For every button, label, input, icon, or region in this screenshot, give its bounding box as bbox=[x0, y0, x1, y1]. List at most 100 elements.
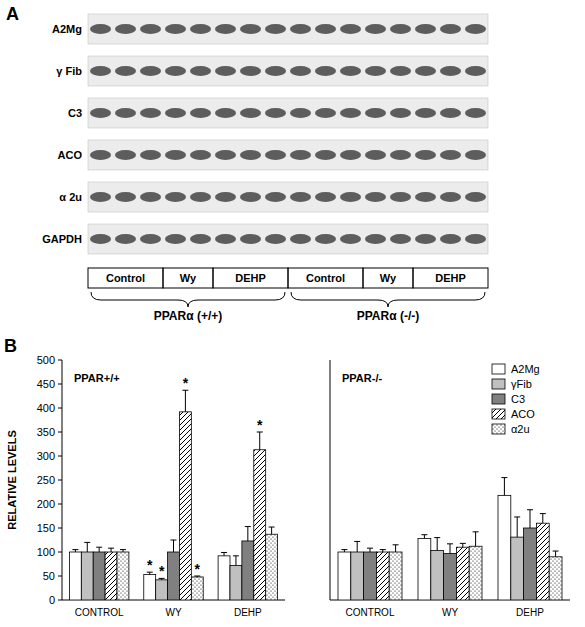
bar bbox=[230, 565, 242, 600]
blot-band bbox=[165, 108, 186, 118]
error-line bbox=[542, 514, 543, 524]
error-cap bbox=[393, 544, 399, 545]
blot-band bbox=[465, 108, 486, 118]
blot-row-label: A2Mg bbox=[52, 23, 82, 35]
y-tick-label: 50 bbox=[43, 570, 55, 582]
error-bar bbox=[460, 543, 466, 547]
chart: 050100150200250300350400450500RELATIVE L… bbox=[6, 354, 285, 618]
error-line bbox=[357, 541, 358, 552]
legend-label: α2u bbox=[511, 423, 530, 435]
error-cap bbox=[84, 542, 90, 543]
y-tick-label: 300 bbox=[37, 450, 55, 462]
blot-band bbox=[365, 192, 386, 202]
marks bbox=[338, 478, 562, 600]
blot-band bbox=[315, 234, 336, 244]
legend: A2MgγFibC3ACOα2u bbox=[492, 363, 540, 435]
blot-band bbox=[190, 150, 211, 160]
blot-band bbox=[365, 234, 386, 244]
error-bar bbox=[221, 552, 227, 555]
blot-band bbox=[315, 192, 336, 202]
bar bbox=[117, 552, 129, 600]
blot-band bbox=[265, 66, 286, 76]
blot-band bbox=[340, 108, 361, 118]
group-label: DEHP bbox=[235, 272, 266, 284]
error-cap bbox=[380, 549, 386, 550]
blot-band bbox=[140, 192, 161, 202]
blot-row-label: γ Fib bbox=[56, 65, 82, 77]
error-line bbox=[271, 527, 272, 534]
error-line bbox=[475, 532, 476, 546]
blot-band bbox=[465, 192, 486, 202]
error-bar bbox=[501, 478, 507, 496]
genotype-label: PPARα (-/-) bbox=[357, 309, 419, 323]
bar bbox=[93, 552, 105, 600]
x-tick-label: CONTROL bbox=[346, 607, 395, 618]
error-line bbox=[87, 542, 88, 552]
blot-band bbox=[115, 24, 136, 34]
blot-band bbox=[190, 108, 211, 118]
error-bar bbox=[171, 540, 177, 552]
blot-band bbox=[440, 108, 461, 118]
error-bar bbox=[233, 556, 239, 566]
group-box bbox=[363, 268, 413, 288]
error-line bbox=[555, 551, 556, 557]
error-bar bbox=[96, 547, 102, 552]
blot-band bbox=[240, 66, 261, 76]
chart-title: PPAR+/+ bbox=[74, 372, 120, 384]
blot-strip bbox=[88, 14, 488, 44]
legend-swatch bbox=[492, 394, 505, 404]
blot-band bbox=[440, 66, 461, 76]
blot-band bbox=[240, 192, 261, 202]
blot-band bbox=[290, 234, 311, 244]
blot-band bbox=[340, 24, 361, 34]
annotation: * bbox=[183, 375, 189, 391]
error-cap bbox=[367, 548, 373, 549]
x-tick-label: CONTROL bbox=[75, 607, 124, 618]
blot-band bbox=[290, 66, 311, 76]
error-line bbox=[173, 540, 174, 552]
error-bar bbox=[182, 390, 188, 412]
figure: AA2Mgγ FibC3ACOα 2uGAPDHControlWyDEHPCon… bbox=[0, 0, 585, 627]
blot-band bbox=[265, 24, 286, 34]
blot-band bbox=[465, 66, 486, 76]
blot-band bbox=[390, 234, 411, 244]
error-bar bbox=[393, 545, 399, 552]
y-tick bbox=[58, 432, 62, 433]
blot-band bbox=[415, 192, 436, 202]
y-axis bbox=[330, 360, 331, 600]
x-tick-label: DEHP bbox=[516, 607, 544, 618]
bar bbox=[456, 547, 469, 600]
error-line bbox=[370, 548, 371, 552]
error-bar bbox=[473, 532, 479, 546]
blot-band bbox=[415, 24, 436, 34]
blot-band bbox=[290, 24, 311, 34]
blot-band bbox=[415, 66, 436, 76]
error-cap bbox=[354, 541, 360, 542]
blot-band bbox=[115, 234, 136, 244]
error-bar bbox=[421, 535, 427, 539]
blot-band bbox=[265, 192, 286, 202]
blot-band bbox=[165, 234, 186, 244]
error-cap bbox=[473, 531, 479, 532]
error-cap bbox=[171, 540, 177, 541]
blot-band bbox=[140, 108, 161, 118]
blot-band bbox=[365, 150, 386, 160]
chart-title: PPAR-/- bbox=[342, 372, 382, 384]
error-cap bbox=[221, 552, 227, 553]
blot-strip bbox=[88, 98, 488, 128]
error-bar bbox=[108, 548, 114, 552]
error-bar bbox=[269, 527, 275, 534]
group-box bbox=[163, 268, 213, 288]
panel-letter: B bbox=[4, 336, 17, 356]
group-box bbox=[88, 268, 163, 288]
error-bar bbox=[245, 527, 251, 541]
blot-band bbox=[115, 108, 136, 118]
blot-row-label: α 2u bbox=[59, 191, 82, 203]
error-line bbox=[235, 556, 236, 566]
genotype-brace bbox=[91, 292, 285, 307]
y-tick bbox=[58, 528, 62, 529]
blot-band bbox=[190, 192, 211, 202]
y-tick bbox=[58, 456, 62, 457]
error-cap bbox=[540, 513, 546, 514]
blot-band bbox=[265, 234, 286, 244]
